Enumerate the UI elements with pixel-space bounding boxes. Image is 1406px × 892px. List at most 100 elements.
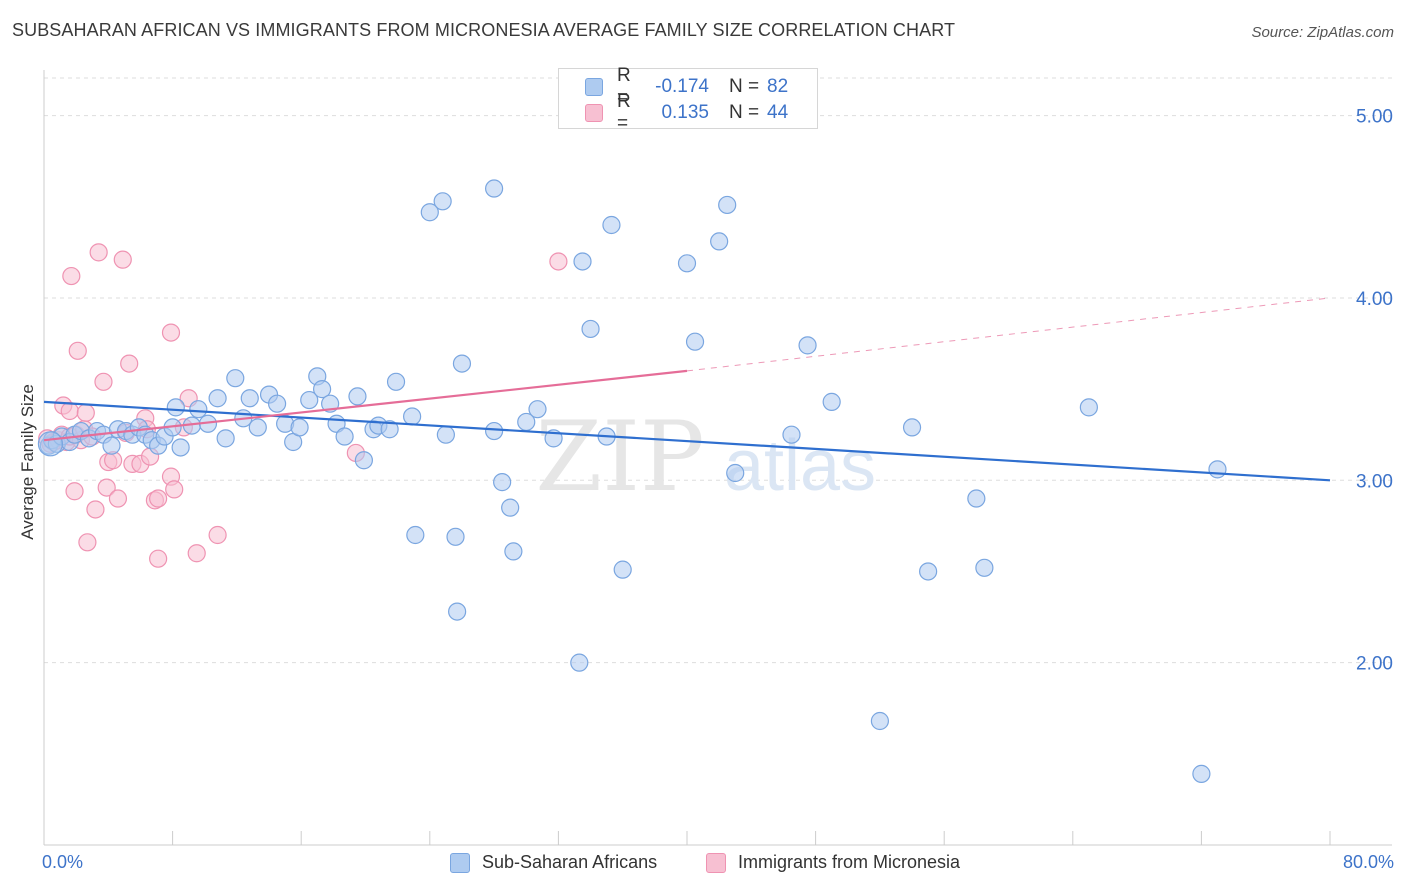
point-subsaharan — [975, 558, 994, 577]
point-subsaharan — [240, 389, 259, 408]
watermark-atlas: atlas — [724, 426, 876, 506]
point-micronesia — [208, 525, 227, 545]
point-subsaharan — [216, 429, 235, 448]
point-subsaharan — [433, 192, 452, 211]
watermark: ZIP atlas — [535, 401, 876, 513]
point-subsaharan — [613, 560, 632, 579]
gridlines — [44, 77, 1392, 664]
swatch-pink-icon — [585, 104, 603, 122]
n-label: N = — [729, 102, 760, 123]
point-subsaharan — [348, 387, 367, 406]
r-value: 0.135 — [661, 102, 709, 123]
trend-line-subsaharan — [43, 400, 1331, 482]
r-value: -0.174 — [655, 76, 709, 97]
point-micronesia — [165, 480, 184, 499]
point-subsaharan — [312, 380, 332, 399]
point-subsaharan — [452, 354, 472, 373]
point-micronesia — [65, 482, 84, 501]
point-micronesia — [113, 250, 132, 269]
point-micronesia — [68, 341, 87, 360]
point-micronesia — [97, 478, 116, 497]
point-subsaharan — [403, 407, 422, 426]
point-subsaharan — [902, 418, 922, 437]
n-label: N = — [729, 76, 760, 97]
point-subsaharan — [718, 195, 737, 215]
point-subsaharan — [967, 489, 986, 508]
y-tick-labels: 2.00 3.00 4.00 5.00 — [1356, 107, 1393, 675]
legend-label-micronesia: Immigrants from Micronesia — [738, 852, 961, 872]
point-micronesia — [94, 372, 113, 391]
point-subsaharan — [798, 336, 817, 355]
point-subsaharan — [528, 400, 547, 419]
trend-lines — [43, 297, 1331, 482]
point-subsaharan — [581, 319, 600, 339]
point-micronesia — [120, 354, 139, 373]
legend-swatch-blue-icon — [450, 852, 470, 873]
watermark-zip: ZIP — [535, 401, 704, 513]
point-subsaharan — [726, 463, 745, 483]
point-subsaharan — [1192, 764, 1211, 783]
point-subsaharan — [485, 179, 504, 198]
r-label: R = — [617, 91, 631, 134]
point-subsaharan — [189, 400, 208, 419]
x-tick-label-max: 80.0% — [1342, 852, 1394, 872]
y-tick-label: 2.00 — [1356, 654, 1393, 675]
point-micronesia — [89, 243, 108, 262]
point-subsaharan — [870, 711, 890, 731]
point-subsaharan — [171, 438, 190, 457]
point-subsaharan — [501, 498, 520, 517]
point-subsaharan — [822, 392, 841, 411]
point-subsaharan — [485, 421, 504, 441]
point-micronesia — [149, 549, 168, 568]
point-micronesia — [161, 323, 181, 342]
n-value: 44 — [767, 102, 789, 123]
point-subsaharan — [685, 332, 705, 351]
series-legend: Sub-Saharan Africans Immigrants from Mic… — [0, 852, 1406, 876]
n-value: 82 — [767, 76, 789, 97]
source-credit: Source: ZipAtlas.com — [1251, 24, 1394, 41]
legend-item-subsaharan[interactable]: Sub-Saharan Africans — [450, 852, 657, 873]
point-subsaharan — [380, 420, 399, 439]
point-subsaharan — [248, 418, 267, 437]
point-micronesia — [62, 266, 81, 286]
point-subsaharan — [602, 215, 621, 235]
point-subsaharan — [420, 203, 439, 222]
point-micronesia — [78, 533, 97, 552]
point-subsaharan — [493, 473, 512, 492]
legend-row-subsaharan: R = -0.174 N = 82 — [585, 65, 789, 108]
y-tick-label: 4.00 — [1356, 289, 1393, 310]
point-micronesia — [86, 500, 105, 519]
point-subsaharan — [37, 431, 64, 457]
point-subsaharan — [573, 252, 592, 271]
point-subsaharan — [782, 425, 801, 444]
point-subsaharan — [406, 525, 425, 545]
point-micronesia — [149, 489, 168, 508]
series-subsaharan-points — [37, 179, 1227, 783]
point-subsaharan — [1079, 398, 1098, 417]
point-subsaharan — [300, 390, 319, 410]
y-tick-label: 5.00 — [1356, 107, 1393, 128]
legend-item-micronesia[interactable]: Immigrants from Micronesia — [706, 852, 960, 873]
correlation-legend: R = -0.174 N = 82 R = 0.135 N = 44 — [558, 65, 818, 134]
point-subsaharan — [710, 232, 729, 251]
point-subsaharan — [208, 389, 227, 408]
point-subsaharan — [570, 653, 589, 672]
point-micronesia — [187, 544, 206, 563]
point-subsaharan — [354, 451, 373, 470]
point-subsaharan — [267, 394, 287, 413]
point-subsaharan — [102, 436, 121, 455]
point-subsaharan — [1208, 460, 1227, 479]
point-subsaharan — [226, 369, 245, 388]
y-tick-label: 3.00 — [1356, 471, 1393, 492]
trend-line-micronesia — [43, 369, 688, 442]
trend-line-micronesia-extension — [686, 297, 1331, 372]
point-micronesia — [76, 403, 95, 422]
swatch-blue-icon — [585, 78, 603, 96]
point-subsaharan — [290, 418, 309, 437]
point-subsaharan — [166, 398, 185, 417]
x-tick-label-min: 0.0% — [42, 852, 84, 872]
legend-row-micronesia: R = 0.135 N = 44 — [585, 91, 789, 134]
point-subsaharan — [386, 372, 406, 391]
point-subsaharan — [919, 562, 938, 581]
